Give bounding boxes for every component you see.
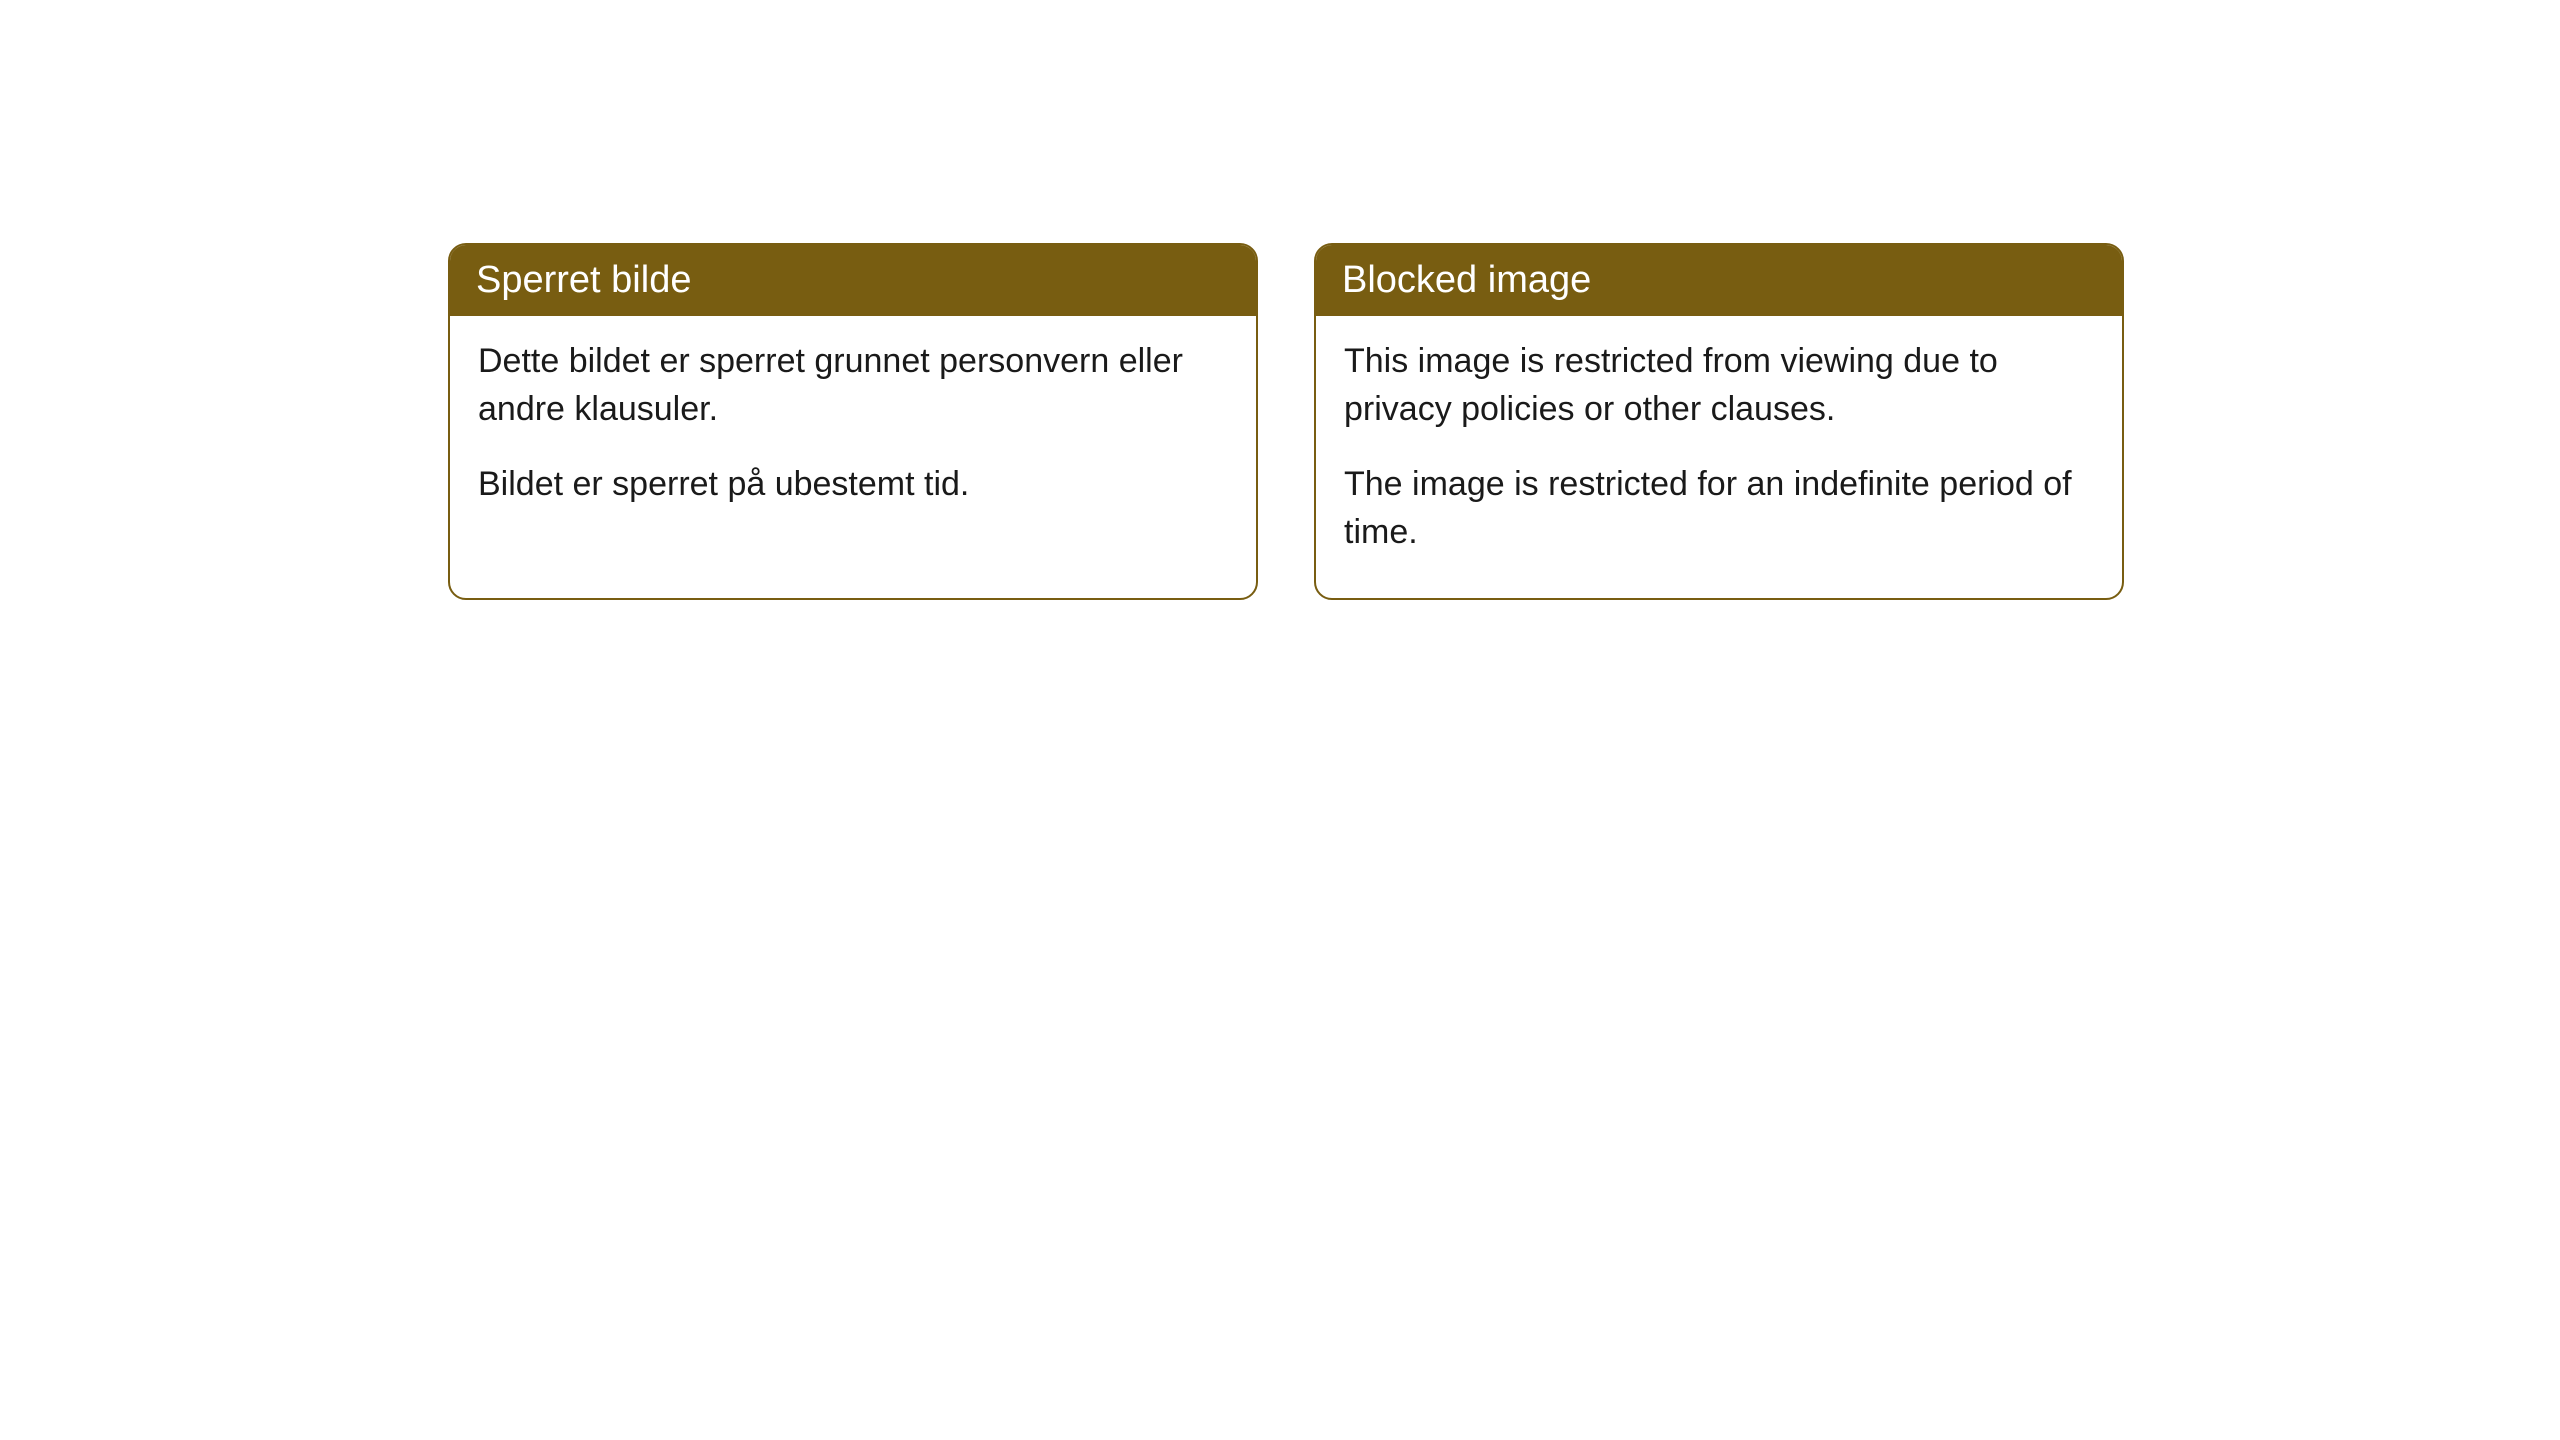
card-paragraph: Bildet er sperret på ubestemt tid.: [478, 461, 1228, 509]
card-paragraph: Dette bildet er sperret grunnet personve…: [478, 338, 1228, 433]
card-title: Sperret bilde: [476, 259, 691, 301]
card-paragraph: The image is restricted for an indefinit…: [1344, 461, 2094, 556]
card-title: Blocked image: [1342, 259, 1591, 301]
card-body: This image is restricted from viewing du…: [1316, 316, 2122, 598]
card-header: Sperret bilde: [450, 245, 1256, 316]
card-header: Blocked image: [1316, 245, 2122, 316]
notice-card-norwegian: Sperret bilde Dette bildet er sperret gr…: [448, 243, 1258, 600]
notice-card-english: Blocked image This image is restricted f…: [1314, 243, 2124, 600]
notice-cards-container: Sperret bilde Dette bildet er sperret gr…: [448, 243, 2124, 600]
card-body: Dette bildet er sperret grunnet personve…: [450, 316, 1256, 551]
card-paragraph: This image is restricted from viewing du…: [1344, 338, 2094, 433]
